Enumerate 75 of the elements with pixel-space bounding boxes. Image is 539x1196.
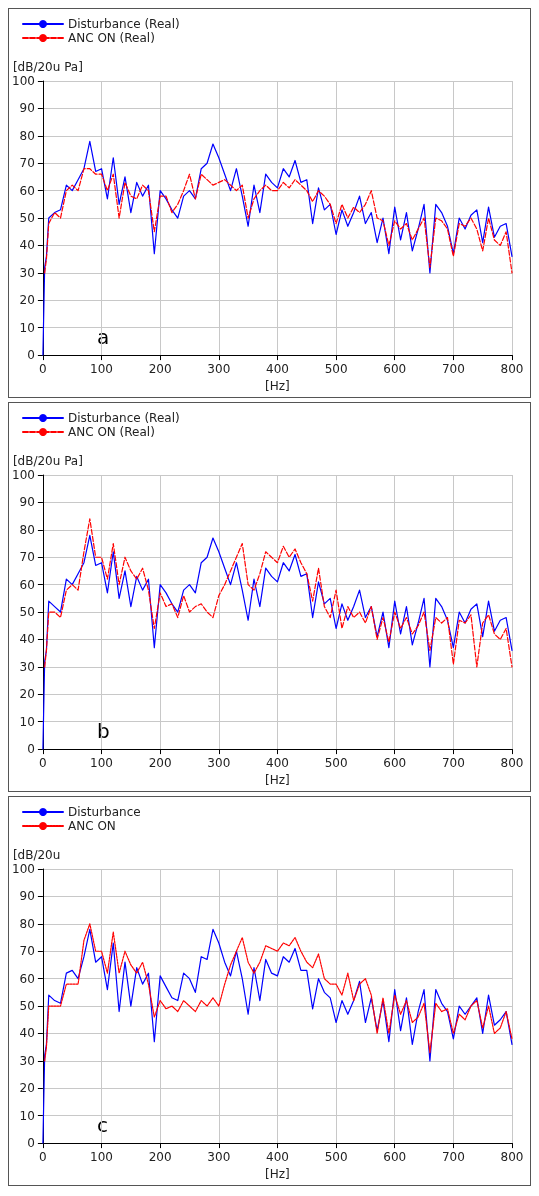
legend-label: Disturbance (Real): [68, 17, 180, 31]
x-tick-label: 200: [148, 1150, 172, 1165]
x-axis-title: [Hz]: [265, 773, 290, 787]
x-tick-label: 100: [90, 1150, 113, 1165]
x-tick-label: 500: [324, 1150, 348, 1165]
x-tick-label: 300: [207, 362, 231, 377]
legend-label: ANC ON (Real): [68, 425, 155, 439]
y-tick-label: 80: [19, 128, 35, 143]
x-tick-label: 200: [148, 756, 172, 771]
y-tick-label: 0: [27, 1136, 35, 1151]
y-tick-label: 100: [12, 862, 35, 876]
y-axis-title: [dB/20u Pa]: [12, 454, 83, 468]
y-tick-label: 70: [19, 944, 35, 959]
x-tick-label: 200: [148, 362, 172, 377]
x-tick-label: 0: [39, 362, 47, 377]
y-tick-label: 90: [19, 101, 35, 116]
y-tick-label: 70: [19, 156, 35, 171]
x-tick-label: 700: [441, 756, 465, 771]
x-tick-label: 400: [266, 362, 289, 377]
y-tick-label: 90: [19, 889, 35, 904]
y-axis-title: [dB/20u: [12, 848, 61, 862]
y-tick-label: 60: [19, 183, 35, 198]
y-tick-label: 30: [19, 659, 35, 674]
x-tick-label: 800: [500, 1150, 524, 1165]
y-tick-label: 10: [19, 320, 35, 335]
y-tick-label: 50: [19, 999, 35, 1014]
y-tick-label: 10: [19, 1108, 35, 1123]
y-tick-label: 70: [19, 550, 35, 565]
line-series: [44, 168, 513, 274]
legend-label: ANC ON (Real): [68, 31, 155, 45]
legend-label: Disturbance: [68, 805, 141, 819]
x-axis-title: [Hz]: [265, 379, 290, 393]
line-series: [44, 923, 513, 1062]
y-tick-label: 40: [19, 632, 35, 647]
x-tick-label: 500: [324, 362, 348, 377]
legend-label: Disturbance (Real): [68, 411, 180, 425]
x-tick-label: 600: [383, 1150, 407, 1165]
y-tick-label: 90: [19, 495, 35, 510]
y-tick-label: 100: [12, 468, 35, 482]
x-tick-label: 300: [207, 1150, 231, 1165]
y-tick-label: 100: [12, 74, 35, 88]
x-tick-label: 800: [500, 756, 524, 771]
y-axis-title: [dB/20u Pa]: [12, 60, 83, 74]
x-tick-label: 700: [441, 362, 465, 377]
y-tick-label: 0: [27, 348, 35, 363]
x-tick-label: 500: [324, 756, 348, 771]
y-tick-label: 40: [19, 238, 35, 253]
y-tick-label: 80: [19, 916, 35, 931]
y-tick-label: 60: [19, 971, 35, 986]
x-tick-label: 100: [90, 756, 113, 771]
y-tick-label: 20: [19, 687, 35, 702]
x-tick-label: 700: [441, 1150, 465, 1165]
x-tick-label: 0: [39, 756, 47, 771]
y-tick-label: 0: [27, 742, 35, 757]
x-tick-label: 800: [500, 362, 524, 377]
y-tick-label: 20: [19, 293, 35, 308]
y-tick-label: 30: [19, 265, 35, 280]
line-series: [44, 518, 513, 668]
x-tick-label: 400: [266, 756, 289, 771]
y-tick-label: 10: [19, 714, 35, 729]
y-tick-label: 20: [19, 1081, 35, 1096]
legend-label: ANC ON: [68, 819, 116, 833]
y-tick-label: 30: [19, 1053, 35, 1068]
x-tick-label: 400: [266, 1150, 289, 1165]
x-tick-label: 300: [207, 756, 231, 771]
x-axis-title: [Hz]: [265, 1167, 290, 1181]
y-tick-label: 80: [19, 522, 35, 537]
y-tick-label: 60: [19, 577, 35, 592]
y-tick-label: 40: [19, 1026, 35, 1041]
x-tick-label: 100: [90, 362, 113, 377]
x-tick-label: 600: [383, 756, 407, 771]
y-tick-label: 50: [19, 605, 35, 620]
x-tick-label: 600: [383, 362, 407, 377]
y-tick-label: 50: [19, 211, 35, 226]
x-tick-label: 0: [39, 1150, 47, 1165]
